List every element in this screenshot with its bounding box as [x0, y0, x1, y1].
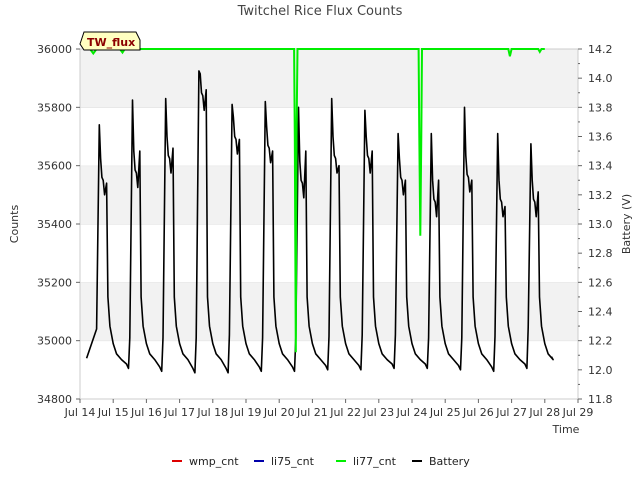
grid-band	[80, 165, 578, 224]
y-axis-right: 11.8 12.0 12.2 12.4 12.6 12.8 13.0 13.2 13.4 13.6…	[578, 43, 613, 406]
x-tick-label: Jul 20	[263, 406, 295, 419]
x-tick-label: Jul 25	[429, 406, 461, 419]
y2-axis-title: Battery (V)	[620, 194, 633, 254]
y-axis-left: 34800 35000 35200 35400 35600 35800 36000	[37, 43, 80, 406]
y2-tick-label: 12.8	[588, 247, 613, 260]
y-tick-label: 35600	[37, 160, 72, 173]
y2-tick-label: 11.8	[588, 393, 613, 406]
grid-band	[80, 49, 578, 108]
y2-tick-label: 12.2	[588, 335, 613, 348]
series-line-battery	[85, 70, 554, 374]
x-tick-label: Jul 15	[97, 406, 129, 419]
y2-tick-label: 14.2	[588, 43, 613, 56]
site-label-box: TW_flux	[79, 31, 141, 51]
legend-label-li77-cnt: li77_cnt	[353, 455, 397, 468]
site-label: TW_flux	[87, 36, 135, 49]
x-axis: Jul 14 Jul 15 Jul 16 Jul 17 Jul 18 Jul 19 Jul …	[64, 399, 594, 419]
y2-tick-label: 13.4	[588, 160, 613, 173]
y2-tick-label: 12.4	[588, 306, 613, 319]
y2-tick-label: 14.0	[588, 72, 613, 85]
y2-tick-label: 13.8	[588, 101, 613, 114]
legend: wmp_cnt li75_cnt li77_cnt Battery	[172, 455, 470, 468]
y-tick-label: 35000	[37, 335, 72, 348]
y2-tick-label: 12.0	[588, 364, 613, 377]
legend-label-wmp-cnt: wmp_cnt	[189, 455, 239, 468]
y-tick-label: 35200	[37, 276, 72, 289]
y2-tick-label: 13.0	[588, 218, 613, 231]
y-tick-label: 34800	[37, 393, 72, 406]
series-layer	[85, 48, 554, 374]
y-axis-title: Counts	[8, 205, 21, 244]
x-tick-label: Jul 22	[329, 406, 361, 419]
y2-tick-label: 12.6	[588, 276, 613, 289]
y-tick-label: 36000	[37, 43, 72, 56]
x-axis-title: Time	[552, 423, 580, 436]
y2-tick-label: 13.2	[588, 189, 613, 202]
x-tick-label: Jul 23	[362, 406, 394, 419]
x-tick-label: Jul 21	[296, 406, 328, 419]
grid-band	[80, 107, 578, 166]
y-tick-label: 35400	[37, 218, 72, 231]
y-tick-label: 35800	[37, 101, 72, 114]
x-tick-label: Jul 26	[462, 406, 494, 419]
y2-tick-label: 13.6	[588, 131, 613, 144]
x-tick-label: Jul 27	[495, 406, 527, 419]
series-line-li77-cnt	[89, 48, 545, 353]
x-tick-label: Jul 16	[130, 406, 162, 419]
x-tick-label: Jul 18	[196, 406, 228, 419]
x-tick-label: Jul 17	[163, 406, 195, 419]
x-tick-label: Jul 24	[396, 406, 428, 419]
chart-title: Twitchel Rice Flux Counts	[237, 4, 403, 19]
x-tick-label: Jul 28	[528, 406, 560, 419]
x-tick-label: Jul 19	[230, 406, 262, 419]
x-tick-label: Jul 29	[562, 406, 594, 419]
legend-label-li75-cnt: li75_cnt	[271, 455, 315, 468]
x-tick-label: Jul 14	[64, 406, 96, 419]
legend-label-battery: Battery	[429, 455, 470, 468]
